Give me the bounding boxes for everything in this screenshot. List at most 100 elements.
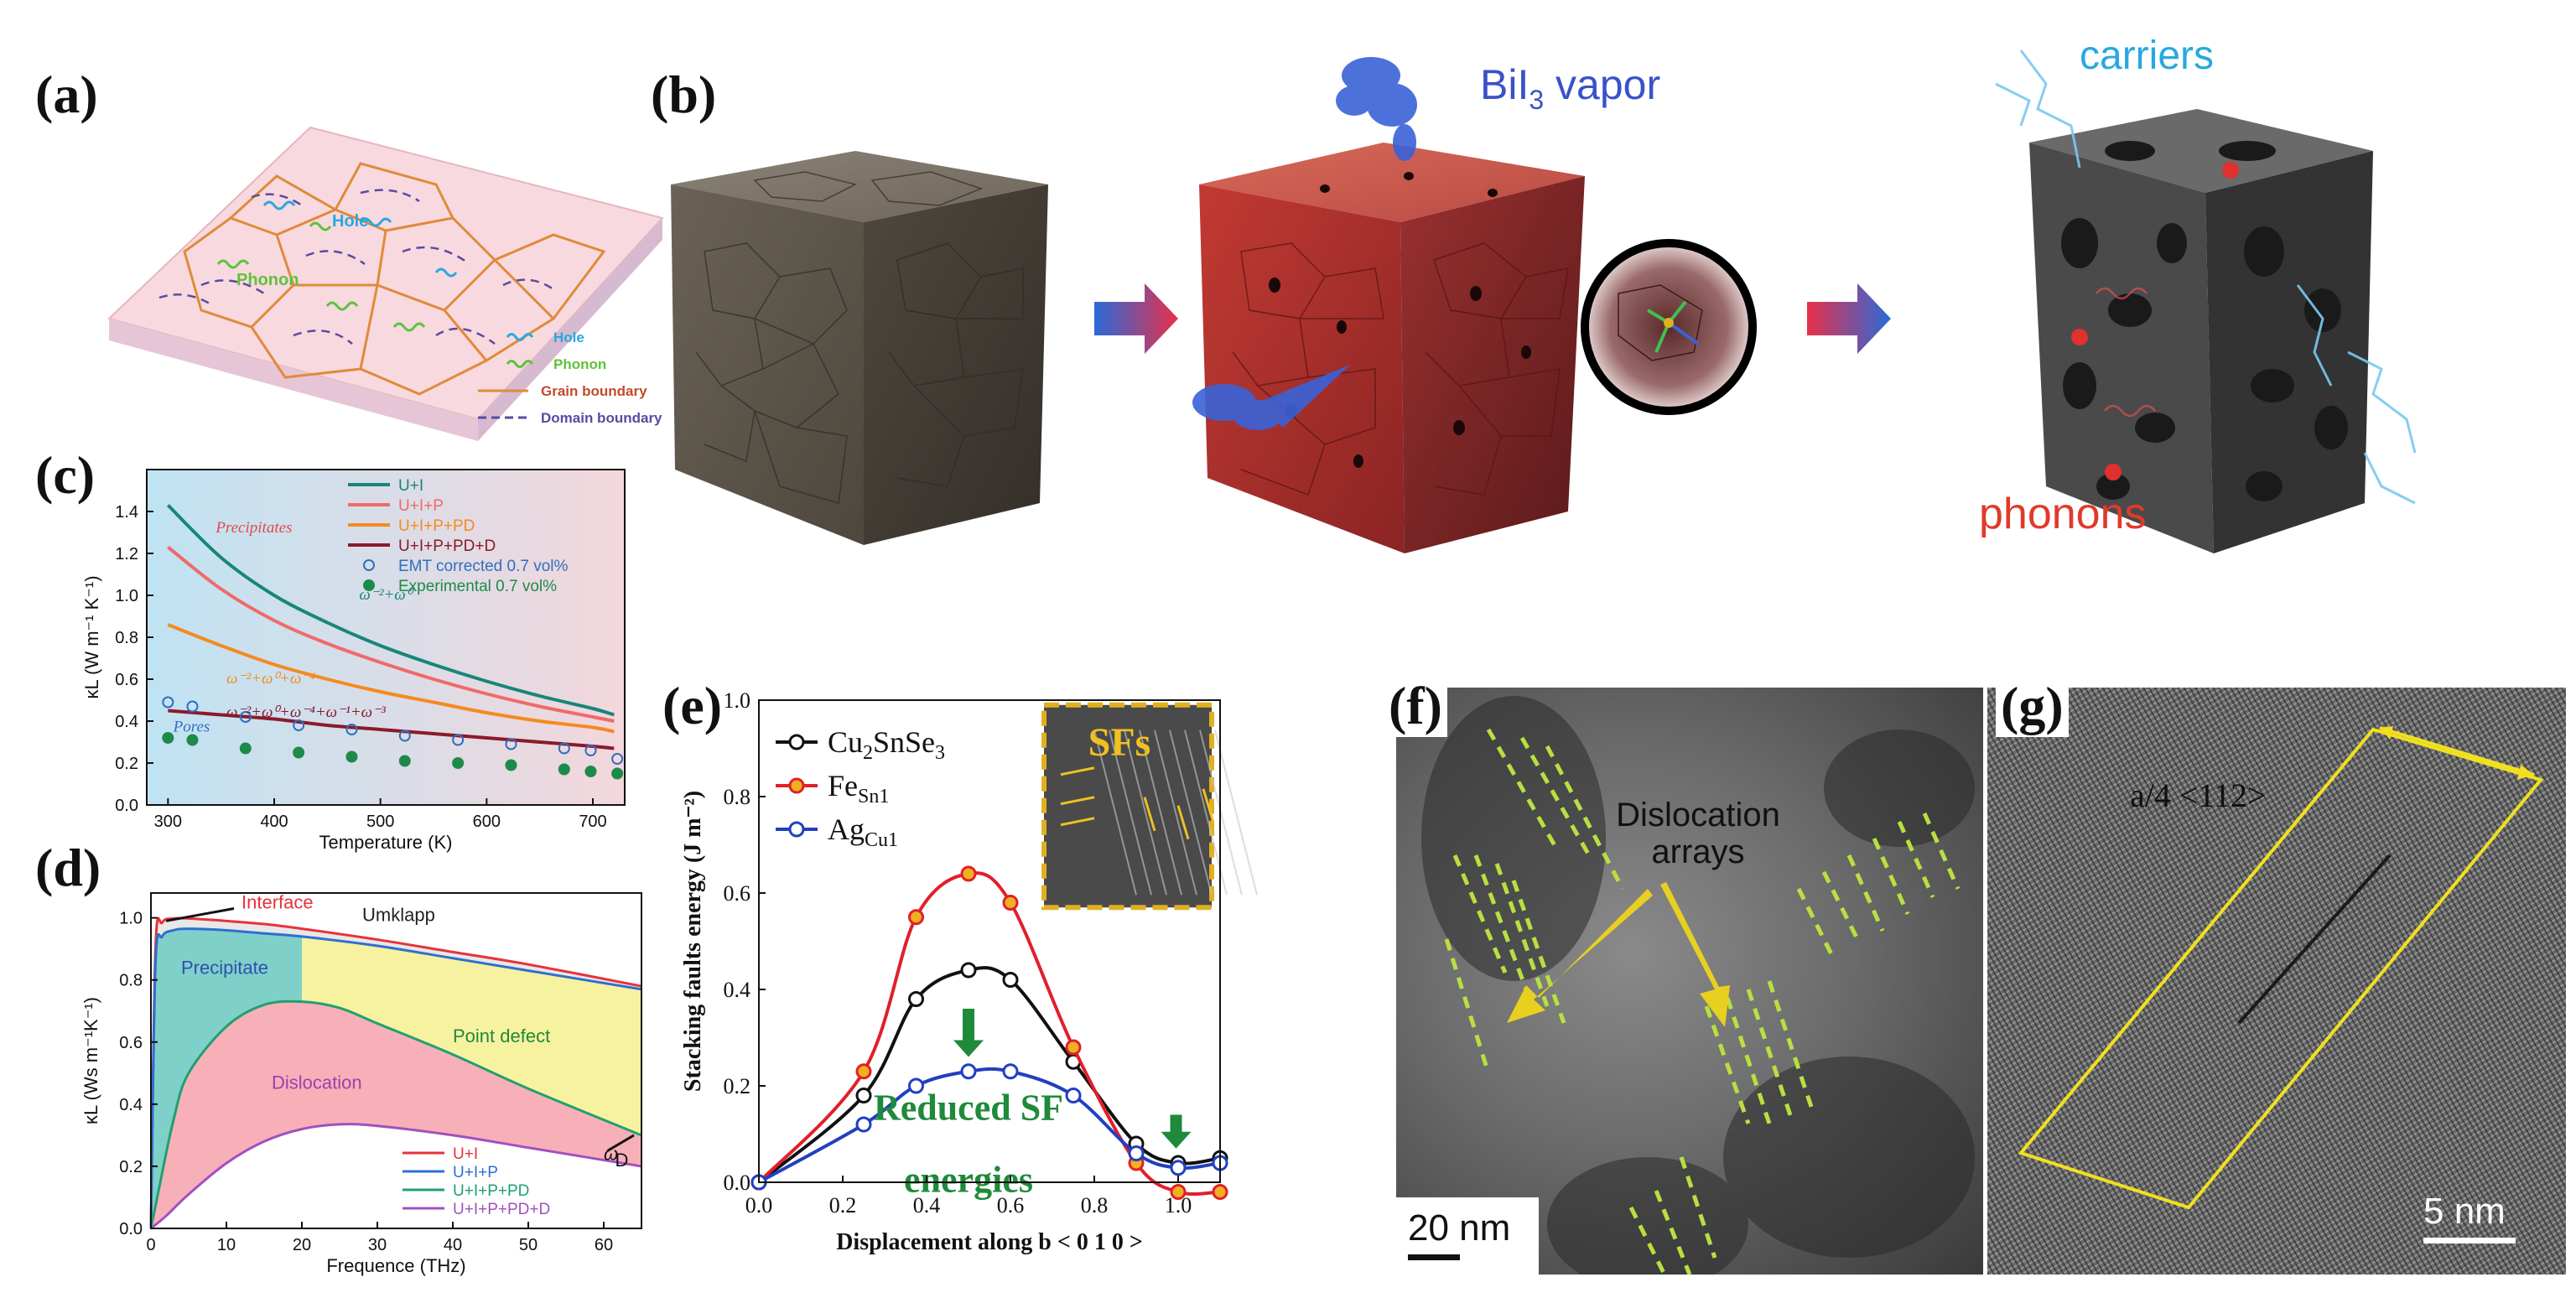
- region-label-2: Precipitate: [181, 957, 268, 978]
- legend-marker-1: [363, 579, 375, 591]
- x-tick-label: 0.8: [1081, 1193, 1109, 1218]
- inset-streak: [1169, 729, 1213, 896]
- x-tick-label: 10: [217, 1236, 236, 1254]
- series-marker-2: [855, 1116, 872, 1133]
- hole-waves: [262, 200, 458, 278]
- reduction-arrow-1-shaft: [963, 1009, 974, 1042]
- x-tick-label: 0.2: [829, 1193, 857, 1218]
- legend-hole-swatch: [506, 333, 534, 341]
- series-line-3: [150, 1123, 642, 1230]
- scatter-point-1: [611, 767, 624, 780]
- x-tick-label: 40: [444, 1236, 462, 1254]
- region-label-5: ω: [604, 1144, 618, 1165]
- y-tick-label: 0.2: [115, 755, 138, 773]
- process-arrow-2: [1807, 283, 1891, 354]
- scatter-point-1: [505, 759, 517, 771]
- inset-arrow-1: [1060, 796, 1095, 806]
- dislocation-annotation-line2: arrays: [1651, 833, 1745, 870]
- x-tick-label: 50: [519, 1236, 538, 1254]
- domain-boundaries: [158, 189, 554, 345]
- annotation-0: Precipitates: [215, 519, 292, 537]
- x-tick-label: 600: [473, 813, 501, 831]
- annotation-3: ω⁻²+ω⁰+ω⁻⁴: [226, 670, 315, 688]
- inset-arrow-down-1: [1176, 805, 1190, 840]
- legend-scatter-label-1: Experimental 0.7 vol%: [398, 578, 557, 595]
- series-marker-2: [960, 1063, 977, 1080]
- y-tick-label: 1.0: [724, 688, 751, 713]
- region-label-3: Point defect: [453, 1025, 550, 1046]
- stacking-fault-outline: [2018, 727, 2544, 1210]
- series-marker-1: [1065, 1039, 1082, 1056]
- legend-label-2: U+I+P+PD: [453, 1182, 529, 1200]
- legend-label-1: U+I+P: [398, 497, 444, 515]
- inset-sf-image: [1041, 702, 1214, 911]
- y-tick-label: 0.4: [115, 713, 138, 731]
- y-tick-label: 0.2: [724, 1074, 751, 1098]
- legend-marker-0: [788, 734, 805, 750]
- x-axis-label: Displacement along b < 0 1 0 >: [836, 1229, 1143, 1255]
- panel-a-legend: Hole Phonon Grain boundary Domain bounda…: [478, 330, 662, 426]
- series-marker-2: [1128, 1145, 1145, 1161]
- inset-streak: [1109, 729, 1152, 896]
- legend-phonon-swatch: [506, 360, 534, 368]
- x-tick-label: 400: [260, 813, 288, 831]
- y-tick-label: 0.6: [115, 671, 138, 689]
- porous-red-cube: [1199, 143, 1585, 553]
- pore-zoom-circle: [1581, 239, 1757, 415]
- panel-g-label: (g): [1996, 675, 2069, 737]
- scale-bar-f-line: [1408, 1254, 1460, 1260]
- scatter-point-1: [162, 732, 174, 744]
- y-tick-label: 1.0: [115, 587, 138, 605]
- x-tick-label: 20: [293, 1236, 311, 1254]
- panel-a-illustration: Hole Phonon Hole Phonon Grain boundary D…: [107, 126, 664, 441]
- inset-streak: [1124, 729, 1167, 896]
- region-below-d: [151, 1124, 641, 1228]
- panel-b-label: (b): [651, 65, 717, 124]
- y-tick-label: 0.8: [724, 785, 751, 809]
- carriers-label: carriers: [2080, 34, 2214, 78]
- scale-bar-g-label: 5 nm: [2423, 1191, 2506, 1232]
- legend-phonon-label: Phonon: [553, 356, 606, 372]
- x-tick-label: 500: [366, 813, 394, 831]
- scatter-point-0: [293, 719, 305, 731]
- series-line-2: [167, 623, 615, 734]
- series-marker-2: [1065, 1088, 1082, 1103]
- dislocation-annotation-line1: Dislocation: [1616, 797, 1780, 833]
- annotation-2: ω⁻²+ω⁰: [359, 586, 413, 604]
- legend-label-2: AgCu1: [828, 813, 898, 851]
- process-arrow-1: [1094, 283, 1178, 354]
- inset-streak: [1214, 729, 1258, 896]
- region-label-0: Interface: [242, 892, 314, 913]
- x-tick-label: 0.6: [997, 1193, 1025, 1218]
- reduction-arrow-2-shaft: [1170, 1114, 1182, 1134]
- scatter-point-1: [239, 742, 252, 755]
- plot-frame: [150, 892, 642, 1229]
- x-axis-label: Temperature (K): [319, 832, 453, 853]
- inset-arrow-down-2: [1202, 788, 1215, 823]
- x-tick-label: 300: [154, 813, 182, 831]
- series-marker-0: [960, 962, 977, 979]
- panel-d-label: (d): [35, 838, 101, 897]
- x-tick-label: 0.0: [745, 1193, 773, 1218]
- series-marker-2: [908, 1077, 924, 1094]
- hrtem-image-stacking-fault: a/4 <112> 5 nm: [1987, 688, 2566, 1275]
- scatter-point-1: [293, 746, 305, 759]
- scatter-point-1: [584, 766, 597, 777]
- x-tick-label: 0: [146, 1236, 155, 1254]
- phonons-label: phonons: [1979, 490, 2147, 538]
- chart-e: SFs Reduced SF energies Cu2SnSe3 FeSn1 AgCu1 0…: [680, 688, 1258, 1255]
- inset-streak: [1139, 729, 1182, 896]
- scale-bar-f: 20 nm: [1396, 1197, 1539, 1275]
- scatter-point-0: [505, 738, 517, 750]
- legend-label-0: U+I: [398, 477, 423, 495]
- inset-streak: [1093, 729, 1137, 896]
- x-tick-label: 60: [595, 1236, 613, 1254]
- y-axis-label: κL (Ws m⁻¹K⁻¹): [80, 997, 101, 1124]
- series-line-1: [757, 871, 1221, 1197]
- inset-arrow-2: [1060, 817, 1095, 827]
- legend-grain-label: Grain boundary: [541, 383, 647, 399]
- y-tick-label: 0.0: [119, 1220, 143, 1238]
- series-line-1: [167, 545, 615, 723]
- scatter-point-0: [162, 696, 174, 709]
- region-point-defect-right: [302, 936, 641, 1135]
